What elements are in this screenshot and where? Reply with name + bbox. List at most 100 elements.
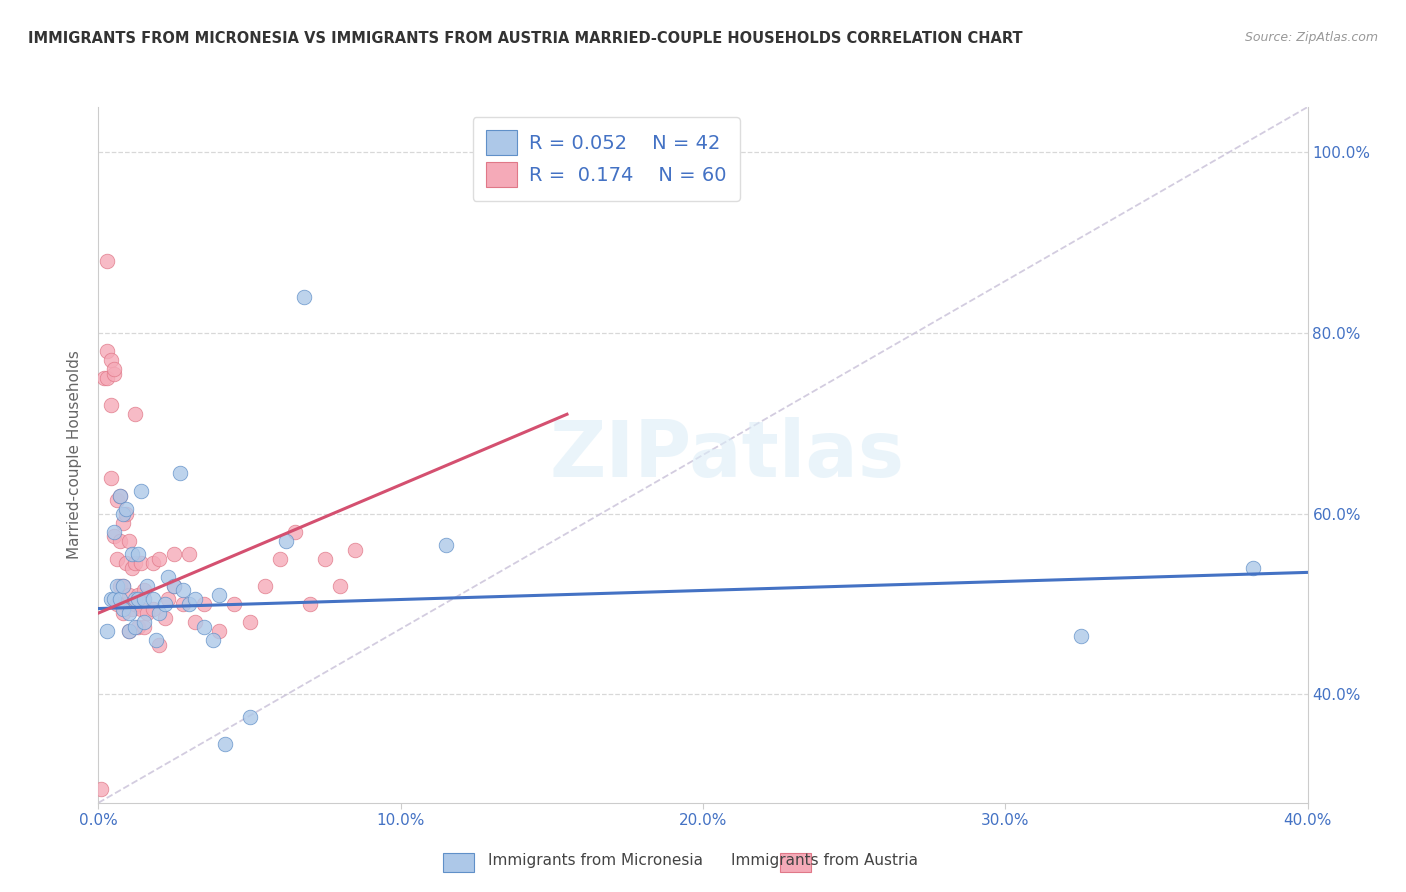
Point: [90, 782, 112, 797]
Point: [135, 579, 157, 593]
Point: [179, 597, 201, 611]
Point: [1070, 629, 1092, 643]
Point: [129, 601, 152, 615]
Point: [103, 524, 125, 539]
Point: [100, 353, 122, 368]
Point: [114, 507, 136, 521]
Point: [172, 583, 194, 598]
FancyBboxPatch shape: [443, 853, 474, 872]
Point: [193, 619, 215, 633]
Point: [111, 579, 134, 593]
Point: [105, 597, 128, 611]
Point: [127, 619, 149, 633]
Point: [103, 362, 125, 376]
Point: [208, 624, 231, 639]
Point: [179, 547, 201, 561]
Point: [100, 592, 122, 607]
Point: [284, 524, 307, 539]
Point: [108, 489, 131, 503]
Point: [274, 533, 297, 548]
Point: [124, 592, 146, 607]
Point: [105, 493, 128, 508]
Point: [132, 592, 155, 607]
Point: [299, 597, 322, 611]
Point: [132, 615, 155, 629]
Point: [214, 737, 236, 751]
Point: [118, 624, 141, 639]
Point: [142, 601, 165, 615]
Point: [145, 633, 167, 648]
Point: [103, 529, 125, 543]
Point: [148, 551, 170, 566]
Text: ZIPatlas: ZIPatlas: [550, 417, 904, 493]
Point: [202, 633, 225, 648]
Point: [124, 597, 146, 611]
Point: [108, 579, 131, 593]
Point: [111, 516, 134, 530]
Point: [127, 547, 149, 561]
Point: [108, 489, 131, 503]
Point: [127, 588, 149, 602]
Point: [93, 371, 115, 385]
Point: [96, 344, 118, 359]
Point: [124, 407, 146, 421]
Point: [153, 597, 176, 611]
Legend: R = 0.052    N = 42, R =  0.174    N = 60: R = 0.052 N = 42, R = 0.174 N = 60: [472, 117, 740, 201]
Point: [269, 551, 291, 566]
Point: [163, 579, 186, 593]
Point: [239, 615, 262, 629]
Point: [292, 290, 315, 304]
Point: [105, 579, 128, 593]
Point: [253, 579, 276, 593]
Point: [132, 619, 155, 633]
Point: [105, 551, 128, 566]
Point: [96, 624, 118, 639]
Text: Source: ZipAtlas.com: Source: ZipAtlas.com: [1244, 31, 1378, 45]
Point: [124, 557, 146, 571]
Point: [224, 597, 246, 611]
Point: [208, 588, 231, 602]
Point: [163, 579, 186, 593]
Point: [156, 570, 179, 584]
Point: [111, 579, 134, 593]
Point: [111, 601, 134, 615]
Point: [1241, 561, 1264, 575]
Point: [434, 538, 457, 552]
Point: [184, 592, 207, 607]
FancyBboxPatch shape: [780, 853, 811, 872]
Point: [129, 557, 152, 571]
Point: [100, 398, 122, 412]
Point: [142, 557, 165, 571]
Point: [184, 615, 207, 629]
Y-axis label: Married-couple Households: Married-couple Households: [67, 351, 83, 559]
Point: [121, 561, 143, 575]
Point: [172, 597, 194, 611]
Text: Immigrants from Austria: Immigrants from Austria: [731, 854, 918, 868]
Point: [163, 547, 186, 561]
Point: [124, 619, 146, 633]
Point: [132, 583, 155, 598]
Point: [344, 542, 367, 557]
Text: IMMIGRANTS FROM MICRONESIA VS IMMIGRANTS FROM AUSTRIA MARRIED-COUPLE HOUSEHOLDS : IMMIGRANTS FROM MICRONESIA VS IMMIGRANTS…: [28, 31, 1022, 46]
Point: [329, 579, 352, 593]
Point: [96, 253, 118, 268]
Point: [118, 606, 141, 620]
Point: [114, 557, 136, 571]
Point: [108, 533, 131, 548]
Point: [103, 367, 125, 381]
Point: [156, 592, 179, 607]
Point: [100, 470, 122, 484]
Point: [111, 507, 134, 521]
Point: [148, 606, 170, 620]
Point: [111, 606, 134, 620]
Point: [142, 592, 165, 607]
Point: [118, 588, 141, 602]
Point: [169, 466, 191, 480]
Point: [239, 710, 262, 724]
Point: [121, 547, 143, 561]
Point: [148, 638, 170, 652]
Point: [114, 597, 136, 611]
Point: [118, 533, 141, 548]
Point: [108, 592, 131, 607]
Point: [118, 624, 141, 639]
